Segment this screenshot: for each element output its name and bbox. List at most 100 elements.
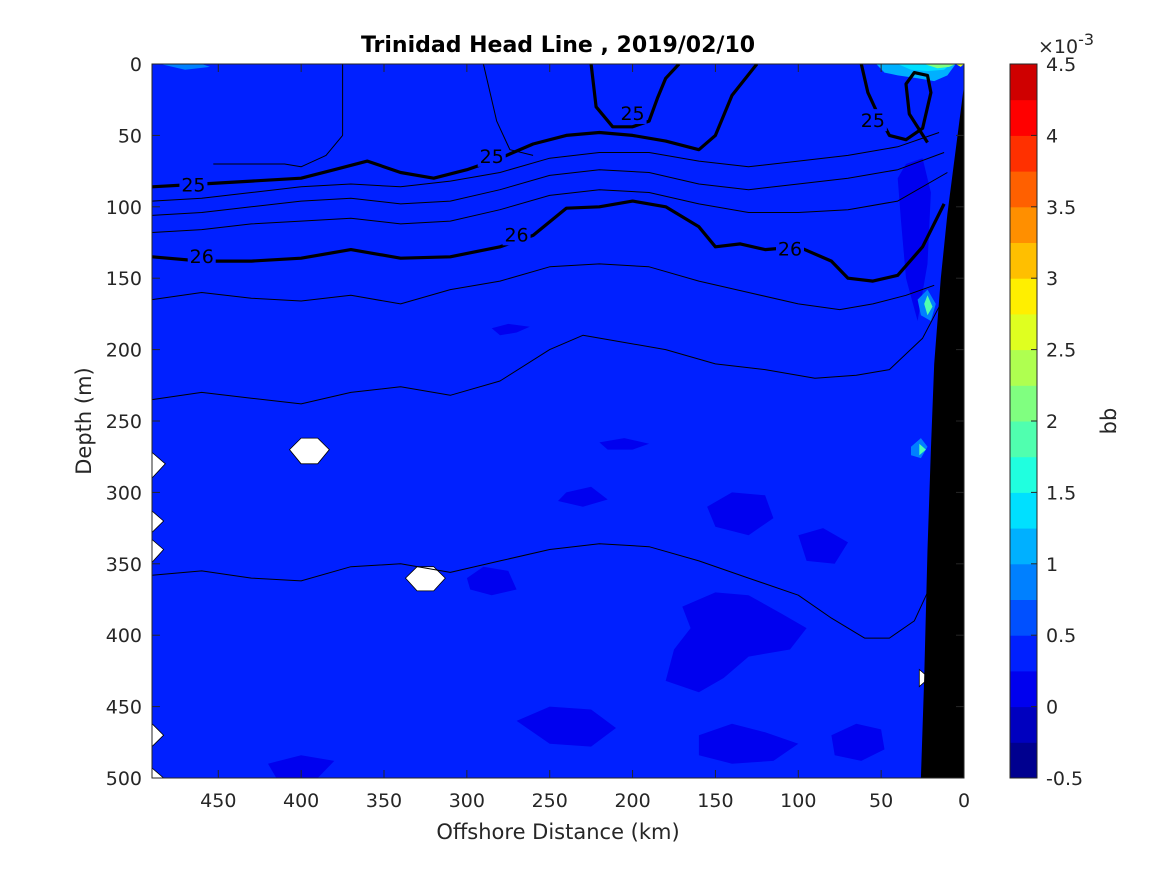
colorbar-swatch bbox=[1010, 742, 1037, 779]
contour-label-26-0: 26 bbox=[190, 246, 214, 268]
x-tick-label: 450 bbox=[200, 790, 236, 812]
bb-patch-10 bbox=[831, 723, 885, 761]
colorbar-swatch bbox=[1010, 599, 1037, 636]
contour-label-bg bbox=[858, 109, 887, 132]
colorbar-tick-label: 3 bbox=[1046, 268, 1058, 290]
missing-data-patch-1 bbox=[404, 566, 446, 592]
colorbar-swatch bbox=[1010, 456, 1037, 493]
colorbar-label: bb bbox=[1097, 408, 1121, 435]
contour-label-bg bbox=[618, 101, 647, 124]
missing-data-patch-6 bbox=[152, 767, 165, 778]
seafloor-shape bbox=[920, 85, 964, 778]
colorbar-exponent-base: ×10 bbox=[1038, 36, 1078, 58]
y-tick-label: 500 bbox=[106, 768, 142, 790]
contour-label-25-2: 25 bbox=[620, 103, 644, 125]
contour-6 bbox=[152, 172, 948, 233]
missing-data-patch-0 bbox=[288, 437, 330, 465]
colorbar-swatch bbox=[1010, 706, 1037, 743]
colorbar-exponent-power: -3 bbox=[1078, 30, 1094, 49]
contour-label-bg bbox=[477, 144, 506, 167]
bb-patch-5 bbox=[466, 566, 517, 596]
contour-label-25-3: 25 bbox=[861, 110, 885, 132]
y-tick-label: 350 bbox=[106, 554, 142, 576]
bb-patch-19 bbox=[911, 438, 928, 459]
colorbar-tick-label: 4.5 bbox=[1046, 54, 1076, 76]
contour-label-26-2: 26 bbox=[778, 239, 802, 261]
colorbar-swatch bbox=[1010, 313, 1037, 351]
colorbar-swatch bbox=[1010, 563, 1037, 600]
bb-patch-2 bbox=[558, 486, 608, 507]
colorbar-tick-label: 3.5 bbox=[1046, 197, 1076, 219]
contour-5 bbox=[152, 152, 945, 216]
y-tick-label: 400 bbox=[106, 625, 142, 647]
contour-10 bbox=[213, 64, 344, 168]
y-tick-label: 300 bbox=[106, 482, 142, 504]
y-tick-label: 0 bbox=[130, 54, 142, 76]
contour-label-25-1: 25 bbox=[480, 146, 504, 168]
bb-patch-18 bbox=[924, 295, 933, 316]
colorbar-tick-label: 0 bbox=[1046, 697, 1058, 719]
colorbar-swatch bbox=[1010, 242, 1037, 279]
x-axis-label: Offshore Distance (km) bbox=[436, 820, 679, 844]
contour-label-bg bbox=[502, 223, 531, 246]
colorbar-swatch bbox=[1010, 206, 1037, 243]
y-tick-label: 200 bbox=[106, 340, 142, 362]
x-tick-label: 400 bbox=[283, 790, 319, 812]
y-tick-label: 250 bbox=[106, 411, 142, 433]
colorbar-swatch bbox=[1010, 528, 1037, 565]
bb-patch-14 bbox=[924, 64, 956, 69]
chart-title: Trinidad Head Line , 2019/02/10 bbox=[361, 33, 755, 58]
y-axis-label: Depth (m) bbox=[72, 367, 96, 474]
colorbar-swatch bbox=[1010, 492, 1037, 529]
y-tick-label: 50 bbox=[118, 125, 142, 147]
x-tick-label: 150 bbox=[697, 790, 733, 812]
bb-anomaly-patches bbox=[160, 64, 964, 778]
contour-8 bbox=[152, 306, 940, 405]
colorbar-swatch bbox=[1010, 99, 1037, 136]
colorbar-tick-label: 2 bbox=[1046, 411, 1058, 433]
bb-patch-11 bbox=[897, 158, 931, 321]
x-tick-label: 200 bbox=[614, 790, 650, 812]
colorbar-swatch bbox=[1010, 635, 1037, 672]
colorbar-exponent: ×10-3 bbox=[1038, 30, 1094, 58]
y-tick-label: 450 bbox=[106, 697, 142, 719]
contour-label-bg bbox=[776, 237, 804, 260]
contour-label-bg bbox=[179, 173, 208, 196]
contour-9 bbox=[152, 543, 928, 639]
x-tick-label: 0 bbox=[958, 790, 970, 812]
colorbar-tick-label: 2.5 bbox=[1046, 340, 1076, 362]
bb-patch-9 bbox=[268, 755, 335, 778]
x-tick-label: 350 bbox=[366, 790, 402, 812]
colorbar-swatch bbox=[1010, 135, 1037, 172]
colorbar-tick-label: 1.5 bbox=[1046, 482, 1076, 504]
contour-4 bbox=[152, 132, 940, 202]
plot-area: 25 25 25 25 26 26 26 bbox=[151, 63, 965, 779]
colorbar-swatch bbox=[1010, 385, 1037, 422]
contour-labels: 25 25 25 25 26 26 26 bbox=[179, 101, 887, 268]
missing-data-patch-3 bbox=[152, 510, 165, 533]
contour-label-bg bbox=[187, 244, 216, 267]
bb-background-field bbox=[152, 64, 964, 778]
x-axis-ticks: 450 400 350 300 250 200 150 100 50 0 bbox=[200, 64, 970, 812]
y-tick-label: 100 bbox=[106, 197, 142, 219]
bb-patch-16 bbox=[160, 64, 210, 70]
colorbar-swatch bbox=[1010, 349, 1037, 386]
colorbar-swatch bbox=[1010, 278, 1037, 315]
bb-patch-1 bbox=[599, 438, 650, 450]
bb-patch-6 bbox=[665, 592, 807, 693]
bb-patch-3 bbox=[707, 492, 774, 536]
contour-label-25-0: 25 bbox=[181, 174, 205, 196]
colorbar-ticks: -0.5 0 0.5 1 1.5 2 2.5 3 3.5 4 4.5 bbox=[1031, 54, 1083, 790]
bb-patch-4 bbox=[798, 528, 848, 564]
colorbar-tick-label: 0.5 bbox=[1046, 625, 1076, 647]
colorbar-tick-label: -0.5 bbox=[1046, 768, 1083, 790]
colorbar-swatch bbox=[1010, 670, 1037, 708]
contour-label-26-1: 26 bbox=[504, 224, 528, 246]
colorbar-tick-label: 4 bbox=[1046, 125, 1058, 147]
missing-data-patch-2 bbox=[152, 451, 166, 479]
missing-data-patch-5 bbox=[152, 723, 165, 748]
x-tick-label: 100 bbox=[780, 790, 816, 812]
bold-contour-3 bbox=[152, 199, 946, 283]
missing-data-patch-4 bbox=[152, 538, 165, 563]
